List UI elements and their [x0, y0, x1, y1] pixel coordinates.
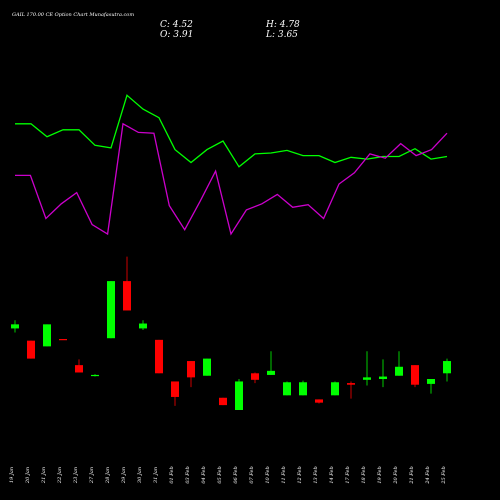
candle-body	[11, 324, 19, 329]
candle-body	[315, 399, 323, 403]
x-tick-label: 27 Jan	[89, 467, 95, 484]
candle-body	[123, 281, 131, 311]
x-tick-label: 23 Jan	[73, 467, 79, 484]
chart-title: GAIL 170.00 CE Option Chart Munafasutra.…	[12, 12, 134, 18]
candle-21	[347, 381, 355, 399]
candle-body	[411, 365, 419, 385]
candle-body	[91, 374, 99, 377]
candle-body	[59, 339, 67, 341]
x-tick-label: 01 Feb	[169, 466, 175, 483]
candle-7	[123, 256, 131, 311]
candle-22	[363, 351, 371, 386]
candle-5	[91, 374, 99, 377]
candle-body	[443, 361, 451, 374]
candle-17	[283, 381, 291, 396]
x-tick-label: 21 Feb	[409, 466, 415, 484]
candle-25	[411, 365, 419, 388]
candle-body	[27, 340, 35, 359]
candle-body	[43, 324, 51, 347]
x-tick-label: 29 Jan	[121, 467, 127, 484]
candle-0	[11, 320, 19, 333]
x-tick-label: 18 Feb	[361, 466, 367, 483]
candle-body	[395, 366, 403, 376]
line-series-a	[15, 94, 448, 168]
x-tick-label: 19 Jan	[9, 467, 15, 483]
candle-19	[315, 399, 323, 404]
candle-13	[219, 397, 227, 406]
candle-body	[203, 358, 211, 376]
candle-2	[43, 324, 51, 347]
candle-23	[379, 359, 387, 388]
candle-body	[267, 370, 275, 375]
candle-1	[27, 340, 35, 359]
candle-26	[427, 379, 435, 394]
candle-body	[107, 281, 115, 339]
x-tick-label: 28 Jan	[105, 467, 111, 484]
x-tick-label: 30 Jan	[137, 467, 143, 483]
indicator-lines	[15, 94, 448, 236]
x-tick-label: 20 Jan	[25, 467, 31, 484]
candle-18	[299, 380, 307, 396]
candle-20	[331, 381, 339, 396]
line-series-b	[15, 122, 448, 236]
candle-16	[267, 351, 275, 375]
open-value: O: 3.91	[160, 30, 193, 40]
candle-24	[395, 351, 403, 376]
x-tick-label: 21 Jan	[41, 467, 47, 484]
candle-27	[443, 358, 451, 382]
x-axis-ticks: 19 Jan 20 Jan 21 Jan 22 Jan 23 Jan 27 Jan 28 J…	[9, 466, 447, 484]
candle-12	[203, 358, 211, 376]
x-tick-label: 14 Feb	[329, 466, 335, 483]
x-tick-label: 07 Feb	[249, 466, 255, 483]
candle-body	[171, 381, 179, 397]
candle-body	[219, 397, 227, 406]
candle-body	[155, 339, 163, 374]
candle-9	[155, 339, 163, 374]
candle-body	[427, 379, 435, 384]
x-tick-label: 06 Feb	[233, 466, 239, 483]
candle-3	[59, 339, 67, 341]
candle-body	[299, 382, 307, 396]
x-tick-label: 11 Feb	[281, 466, 287, 483]
x-tick-label: 22 Jan	[57, 467, 63, 484]
x-tick-label: 25 Feb	[441, 466, 447, 484]
x-tick-label: 05 Feb	[217, 466, 223, 483]
candle-body	[379, 376, 387, 379]
candle-14	[235, 379, 243, 410]
candle-body	[251, 373, 259, 380]
x-tick-label: 03 Feb	[185, 466, 191, 483]
x-tick-label: 12 Feb	[297, 466, 303, 483]
close-value: C: 4.52	[160, 20, 193, 30]
candles	[11, 256, 451, 410]
candle-11	[187, 361, 195, 388]
x-tick-label: 31 Jan	[153, 467, 159, 483]
x-tick-label: 04 Feb	[201, 466, 207, 483]
candle-15	[251, 372, 259, 384]
x-tick-label: 20 Feb	[393, 466, 399, 484]
x-tick-label: 10 Feb	[265, 466, 271, 483]
candle-10	[171, 381, 179, 406]
x-tick-label: 13 Feb	[313, 466, 319, 483]
candle-6	[107, 281, 115, 339]
candle-body	[235, 381, 243, 410]
candle-4	[75, 359, 83, 373]
x-tick-label: 24 Feb	[425, 466, 431, 484]
candle-body	[187, 361, 195, 378]
candle-body	[283, 382, 291, 396]
low-value: L: 3.65	[265, 30, 298, 40]
candle-body	[331, 382, 339, 396]
candle-8	[139, 320, 147, 331]
candle-body	[139, 323, 147, 329]
x-tick-label: 19 Feb	[377, 466, 383, 483]
candle-body	[363, 377, 371, 380]
candle-body	[75, 365, 83, 373]
candle-body	[347, 383, 355, 385]
high-value: H: 4.78	[265, 20, 300, 30]
x-tick-label: 17 Feb	[345, 466, 351, 483]
